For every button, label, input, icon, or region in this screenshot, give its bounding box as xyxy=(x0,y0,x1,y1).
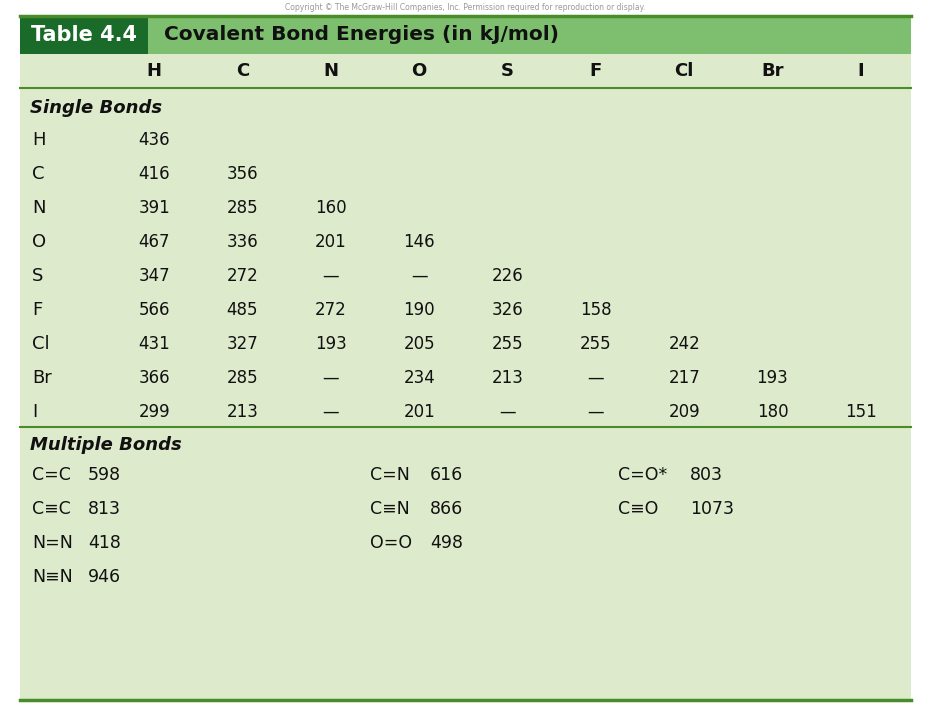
Text: 813: 813 xyxy=(88,500,121,518)
Text: 391: 391 xyxy=(139,199,170,217)
Text: H: H xyxy=(32,131,46,149)
Text: N≡N: N≡N xyxy=(32,568,73,586)
Text: 418: 418 xyxy=(88,534,121,552)
Text: S: S xyxy=(501,62,514,80)
Text: 234: 234 xyxy=(403,369,435,387)
Text: F: F xyxy=(589,62,602,80)
Text: 485: 485 xyxy=(227,301,258,319)
Text: O: O xyxy=(412,62,426,80)
Text: Br: Br xyxy=(32,369,52,387)
Text: 498: 498 xyxy=(430,534,463,552)
Text: N: N xyxy=(32,199,46,217)
Text: 326: 326 xyxy=(492,301,523,319)
Text: 285: 285 xyxy=(226,199,258,217)
Text: 209: 209 xyxy=(668,403,700,421)
Text: 272: 272 xyxy=(226,267,259,285)
Text: 193: 193 xyxy=(315,335,346,353)
Text: C=C: C=C xyxy=(32,466,71,484)
Text: —: — xyxy=(499,403,516,421)
Text: —: — xyxy=(587,403,604,421)
Text: 190: 190 xyxy=(403,301,435,319)
Text: 201: 201 xyxy=(403,403,435,421)
Text: —: — xyxy=(322,369,339,387)
Text: N=N: N=N xyxy=(32,534,73,552)
Text: 327: 327 xyxy=(226,335,259,353)
Text: 201: 201 xyxy=(315,233,346,251)
Text: 180: 180 xyxy=(757,403,789,421)
Text: 356: 356 xyxy=(226,165,258,183)
Text: Cl: Cl xyxy=(32,335,49,353)
Text: C≡O: C≡O xyxy=(618,500,658,518)
Bar xyxy=(148,16,911,54)
Text: F: F xyxy=(32,301,42,319)
Text: 616: 616 xyxy=(430,466,464,484)
Text: 431: 431 xyxy=(139,335,170,353)
Text: Br: Br xyxy=(762,62,784,80)
Text: 946: 946 xyxy=(88,568,121,586)
Text: 1073: 1073 xyxy=(690,500,734,518)
Text: 467: 467 xyxy=(139,233,170,251)
Text: Copyright © The McGraw-Hill Companies, Inc. Permission required for reproduction: Copyright © The McGraw-Hill Companies, I… xyxy=(285,3,646,11)
Text: C≡N: C≡N xyxy=(370,500,410,518)
Text: O=O: O=O xyxy=(370,534,412,552)
Text: 213: 213 xyxy=(492,369,523,387)
Text: —: — xyxy=(587,369,604,387)
Text: 158: 158 xyxy=(580,301,612,319)
Text: Cl: Cl xyxy=(674,62,694,80)
Text: Table 4.4: Table 4.4 xyxy=(31,25,137,45)
Text: 803: 803 xyxy=(690,466,723,484)
Text: 598: 598 xyxy=(88,466,121,484)
Bar xyxy=(20,16,148,54)
Text: 217: 217 xyxy=(668,369,700,387)
Text: S: S xyxy=(32,267,44,285)
Text: N: N xyxy=(323,62,338,80)
Text: —: — xyxy=(322,403,339,421)
Text: 146: 146 xyxy=(403,233,435,251)
Text: C=O*: C=O* xyxy=(618,466,668,484)
Text: O: O xyxy=(32,233,47,251)
Text: C≡C: C≡C xyxy=(32,500,71,518)
Text: 255: 255 xyxy=(492,335,523,353)
Text: C: C xyxy=(236,62,250,80)
Text: 242: 242 xyxy=(668,335,700,353)
Text: 366: 366 xyxy=(139,369,170,387)
Text: 193: 193 xyxy=(757,369,789,387)
Text: 416: 416 xyxy=(139,165,170,183)
Text: 151: 151 xyxy=(845,403,877,421)
Text: 566: 566 xyxy=(139,301,170,319)
Text: I: I xyxy=(32,403,37,421)
Text: 866: 866 xyxy=(430,500,464,518)
Text: Multiple Bonds: Multiple Bonds xyxy=(30,436,182,454)
Text: 285: 285 xyxy=(226,369,258,387)
Text: Single Bonds: Single Bonds xyxy=(30,99,162,117)
Text: 272: 272 xyxy=(315,301,346,319)
Text: 205: 205 xyxy=(403,335,435,353)
Text: C=N: C=N xyxy=(370,466,410,484)
Text: 336: 336 xyxy=(226,233,259,251)
Text: I: I xyxy=(857,62,864,80)
Text: C: C xyxy=(32,165,45,183)
Text: —: — xyxy=(322,267,339,285)
Text: 213: 213 xyxy=(226,403,259,421)
Text: 299: 299 xyxy=(139,403,170,421)
Text: 255: 255 xyxy=(580,335,612,353)
Text: —: — xyxy=(411,267,427,285)
Text: Covalent Bond Energies (in kJ/mol): Covalent Bond Energies (in kJ/mol) xyxy=(164,26,559,44)
Text: 160: 160 xyxy=(315,199,346,217)
Text: 436: 436 xyxy=(139,131,170,149)
Text: 347: 347 xyxy=(139,267,170,285)
Text: H: H xyxy=(147,62,162,80)
Text: 226: 226 xyxy=(492,267,523,285)
